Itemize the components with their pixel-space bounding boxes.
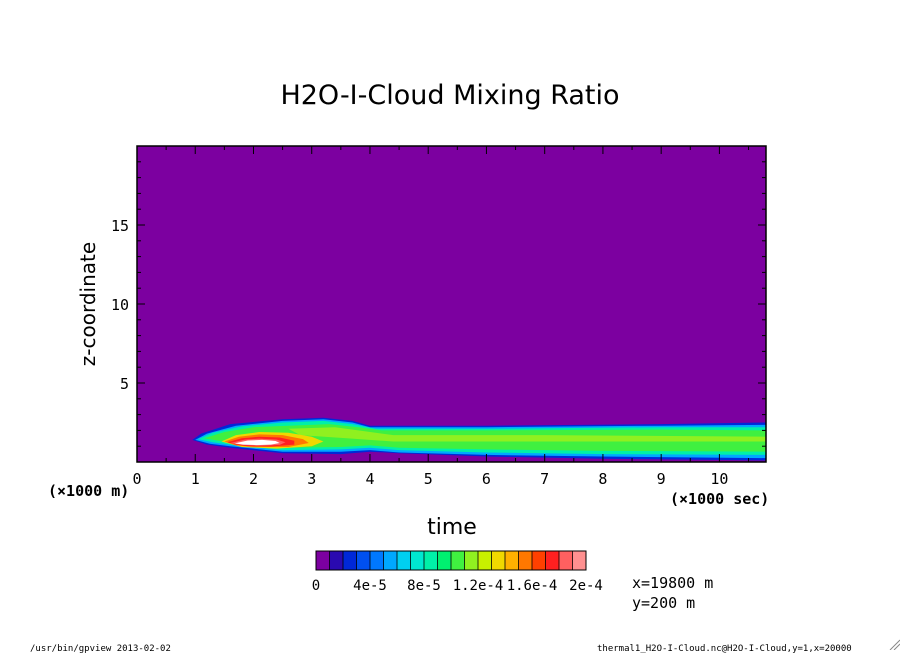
colorbar-swatch xyxy=(559,551,573,570)
resize-grip-icon[interactable] xyxy=(888,638,900,650)
annotation-y: y=200 m xyxy=(632,594,695,612)
footer-right: thermal1_H2O-I-Cloud.nc@H2O-I-Cloud,y=1,… xyxy=(597,644,852,654)
chart-title: H2O-I-Cloud Mixing Ratio xyxy=(280,80,619,111)
colorbar-tick-label: 0 xyxy=(312,578,320,594)
colorbar-swatch xyxy=(464,551,479,570)
footer-left: /usr/bin/gpview 2013-02-02 xyxy=(30,644,171,654)
colorbar-tick-label: 1.2e-4 xyxy=(453,578,504,594)
colorbar-swatch xyxy=(491,551,506,570)
y-axis-label: z-coordinate xyxy=(76,242,100,366)
colorbar-swatch xyxy=(572,551,587,570)
y-unit-label: (×1000 m) xyxy=(48,482,129,500)
cloud-core-5 xyxy=(234,439,280,446)
cloud-layer-5 xyxy=(288,427,766,442)
annotation-x: x=19800 m xyxy=(632,574,713,592)
colorbar-tick-label: 1.6e-4 xyxy=(507,578,558,594)
colorbar-swatch xyxy=(329,551,344,570)
colorbar-swatch xyxy=(451,551,465,570)
x-tick-label: 0 xyxy=(132,470,141,488)
colorbar-tick-label: 2e-4 xyxy=(569,578,603,594)
x-tick-label: 1 xyxy=(191,470,200,488)
colorbar: 0 4e-5 8e-5 1.2e-4 1.6e-4 2e-4 xyxy=(312,550,603,594)
colorbar-swatch xyxy=(343,551,357,570)
x-tick-label: 8 xyxy=(598,470,607,488)
colorbar-swatch xyxy=(316,551,330,570)
colorbar-tick-label: 8e-5 xyxy=(407,578,441,594)
x-axis-label: time xyxy=(427,515,477,540)
colorbar-swatch xyxy=(437,551,452,570)
colorbar-swatch xyxy=(397,551,411,570)
x-tick-label: 6 xyxy=(482,470,491,488)
colorbar-swatch xyxy=(518,551,533,570)
x-tick-label: 9 xyxy=(657,470,666,488)
cloud-field xyxy=(192,417,767,461)
colorbar-swatch xyxy=(545,551,560,570)
colorbar-swatch xyxy=(424,551,438,570)
x-tick-label: 5 xyxy=(424,470,433,488)
y-tick-label: 10 xyxy=(111,296,129,314)
colorbar-swatch xyxy=(505,551,519,570)
y-tick-label: 15 xyxy=(111,217,129,235)
colorbar-swatch xyxy=(410,551,425,570)
axes: 0 1 2 3 4 5 6 7 8 9 10 5 10 15 xyxy=(111,146,766,488)
plot-background xyxy=(137,146,766,462)
y-tick-label: 5 xyxy=(120,375,129,393)
colorbar-swatch xyxy=(532,551,546,570)
x-tick-label: 3 xyxy=(307,470,316,488)
x-tick-label: 4 xyxy=(365,470,374,488)
colorbar-swatch xyxy=(383,551,398,570)
x-tick-label: 7 xyxy=(540,470,549,488)
colorbar-swatch xyxy=(478,551,492,570)
x-tick-label: 10 xyxy=(710,470,728,488)
colorbar-swatch xyxy=(356,551,371,570)
x-tick-label: 2 xyxy=(249,470,258,488)
x-unit-label: (×1000 sec) xyxy=(670,490,769,508)
colorbar-swatch xyxy=(370,551,384,570)
colorbar-tick-label: 4e-5 xyxy=(353,578,387,594)
